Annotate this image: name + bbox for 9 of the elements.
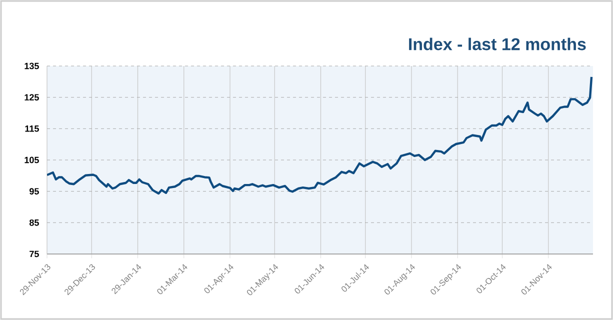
y-tick-label: 85 xyxy=(29,219,39,226)
chart-title: Index - last 12 months xyxy=(409,38,586,50)
y-tick-label: 105 xyxy=(24,156,39,164)
y-tick-label: 95 xyxy=(30,188,39,195)
y-tick-label: 115 xyxy=(25,126,39,132)
y-tick-label: 75 xyxy=(30,250,39,258)
line-series xyxy=(47,76,593,195)
y-tick-label: 125 xyxy=(24,94,39,101)
y-tick-label: 135 xyxy=(24,62,39,70)
